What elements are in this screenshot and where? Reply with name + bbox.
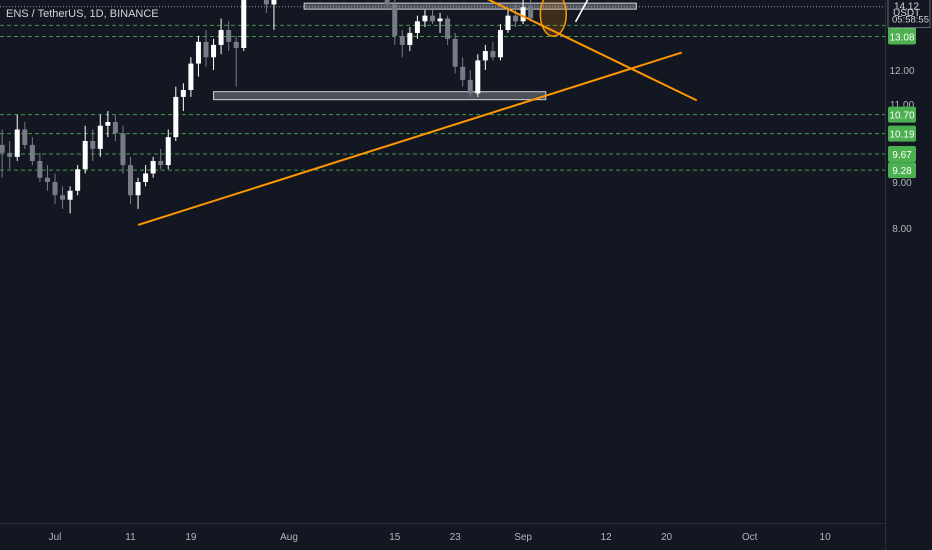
- candle-body-16[interactable]: [120, 133, 126, 166]
- x-tick-label-2: 19: [185, 532, 197, 543]
- mid-zone[interactable]: [303, 2, 637, 10]
- candle-body-19[interactable]: [143, 173, 149, 183]
- candle-body-1[interactable]: [7, 152, 13, 157]
- level-tag-11[interactable]: [888, 162, 916, 179]
- x-tick-label-8: 20: [661, 532, 673, 543]
- x-tick-label-10: 10: [820, 532, 832, 543]
- candle-body-11[interactable]: [82, 141, 88, 170]
- candle-body-68[interactable]: [513, 15, 519, 22]
- candle-body-18[interactable]: [135, 182, 141, 196]
- candle-body-12[interactable]: [90, 141, 96, 149]
- candle-body-54[interactable]: [407, 32, 413, 45]
- candle-body-35[interactable]: [263, 0, 269, 5]
- candle-body-64[interactable]: [482, 51, 488, 61]
- candle-body-4[interactable]: [29, 144, 35, 161]
- candle-body-22[interactable]: [165, 137, 171, 166]
- candle-body-29[interactable]: [218, 29, 224, 45]
- level-tag-7[interactable]: [888, 28, 916, 45]
- level-tag-text-8: 10.70: [889, 111, 914, 122]
- candle-body-23[interactable]: [173, 96, 179, 138]
- candle-body-70[interactable]: [528, 7, 534, 19]
- candle-body-57[interactable]: [430, 15, 435, 22]
- candle-body-63[interactable]: [475, 60, 481, 94]
- candle-body-0[interactable]: [0, 144, 5, 153]
- candle-body-60[interactable]: [452, 38, 458, 67]
- candle-body-9[interactable]: [67, 190, 73, 200]
- candle-body-20[interactable]: [150, 160, 156, 174]
- x-tick-label-1: 11: [125, 532, 136, 543]
- candle-body-31[interactable]: [233, 41, 239, 48]
- candle-body-65[interactable]: [490, 51, 496, 58]
- candle-body-27[interactable]: [203, 41, 209, 58]
- x-tick-label-6: Sep: [514, 532, 532, 543]
- candle-body-3[interactable]: [22, 129, 28, 145]
- candle-body-51[interactable]: [384, 0, 390, 5]
- candle-body-55[interactable]: [414, 21, 420, 33]
- x-tick-label-4: 15: [389, 532, 401, 543]
- candle-body-15[interactable]: [112, 122, 118, 134]
- candle-body-66[interactable]: [497, 29, 503, 58]
- candle-body-53[interactable]: [399, 35, 405, 45]
- candle-body-6[interactable]: [44, 177, 50, 183]
- level-tag-9[interactable]: [888, 125, 916, 142]
- candle-body-2[interactable]: [14, 129, 20, 157]
- x-tick-label-0: Jul: [49, 532, 62, 543]
- candle-body-17[interactable]: [128, 165, 133, 196]
- candle-body-7[interactable]: [52, 182, 58, 196]
- candle-body-32[interactable]: [241, 0, 247, 48]
- x-tick-label-3: Aug: [280, 532, 298, 543]
- current-price-tag[interactable]: [887, 0, 931, 29]
- candle-body-10[interactable]: [75, 169, 81, 191]
- y-tick-label-4: 9.00: [892, 178, 912, 189]
- level-tag-text-11: 9.28: [892, 166, 912, 177]
- candle-body-69[interactable]: [520, 7, 526, 22]
- countdown-text: 05:58:55: [892, 15, 929, 26]
- descending-trendline[interactable]: [282, 0, 698, 102]
- candle-body-52[interactable]: [392, 4, 398, 36]
- low-zone[interactable]: [213, 91, 547, 101]
- level-tag-text-9: 10.19: [889, 130, 914, 141]
- x-tick-label-9: Oct: [742, 532, 758, 543]
- candle-body-5[interactable]: [37, 160, 43, 178]
- y-tick-label-3: 11.00: [890, 100, 915, 111]
- candle-body-26[interactable]: [195, 41, 201, 64]
- current-price-text: 14.12: [894, 2, 919, 13]
- y-tick-label-2: 12.00: [889, 66, 914, 77]
- candle-body-36[interactable]: [271, 0, 277, 5]
- circle-annotation[interactable]: [539, 0, 568, 37]
- candle-body-25[interactable]: [188, 63, 194, 90]
- candle-body-58[interactable]: [437, 18, 443, 22]
- level-tag-text-7: 13.08: [889, 32, 914, 43]
- candle-body-21[interactable]: [158, 160, 164, 166]
- candle-body-30[interactable]: [226, 29, 232, 42]
- candle-body-67[interactable]: [505, 15, 511, 30]
- level-tag-text-10: 9.67: [892, 150, 912, 161]
- ascending-trendline[interactable]: [137, 51, 682, 226]
- candle-body-14[interactable]: [105, 122, 111, 126]
- x-tick-label-5: 23: [450, 532, 462, 543]
- candle-body-24[interactable]: [180, 89, 186, 97]
- candle-body-59[interactable]: [445, 18, 451, 39]
- candle-body-56[interactable]: [422, 15, 428, 22]
- candle-body-62[interactable]: [467, 79, 473, 94]
- currency-label[interactable]: USDT: [893, 8, 921, 19]
- symbol-title[interactable]: ENS / TetherUS, 1D, BINANCE: [6, 8, 159, 20]
- candle-body-28[interactable]: [211, 44, 217, 58]
- candle-body-61[interactable]: [460, 66, 466, 80]
- level-tag-8[interactable]: [888, 106, 916, 123]
- x-tick-label-7: 12: [601, 532, 613, 543]
- y-tick-label-5: 8.00: [892, 224, 912, 235]
- candle-body-13[interactable]: [97, 125, 103, 149]
- candle-body-8[interactable]: [60, 195, 66, 200]
- level-tag-10[interactable]: [888, 146, 916, 163]
